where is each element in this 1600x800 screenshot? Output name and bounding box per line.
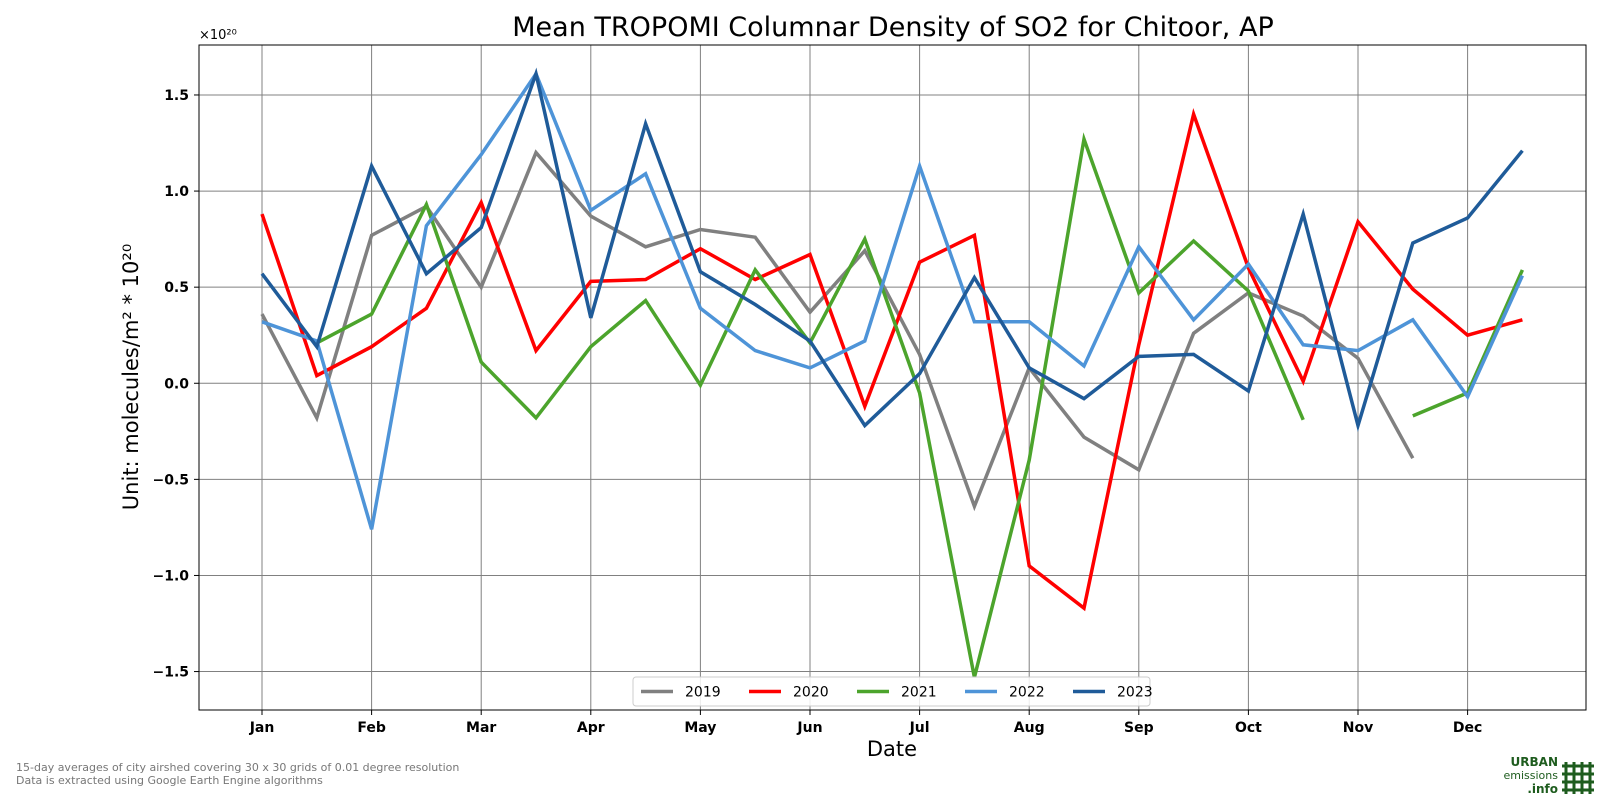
legend-box — [632, 676, 1151, 707]
series-lines — [260, 67, 1524, 678]
y-axis: −1.5 −1.0 −0.5 0.0 0.5 1.0 1.5 — [152, 88, 199, 681]
y-tick-label: 1.0 — [164, 184, 189, 200]
footnote-line-1: 15-day averages of city airshed covering… — [16, 761, 460, 774]
legend-label-2023: 2023 — [1117, 685, 1153, 701]
legend-label-2021: 2021 — [901, 685, 937, 701]
series-line-2022 — [261, 70, 1524, 530]
footnote-line-2: Data is extracted using Google Earth Eng… — [16, 774, 323, 787]
series-line-2023 — [260, 67, 1524, 432]
plot-area — [198, 44, 1587, 711]
chart-title: Mean TROPOMI Columnar Density of SO2 for… — [512, 12, 1273, 43]
x-tick-label: Mar — [466, 720, 496, 736]
legend-label-2022: 2022 — [1009, 685, 1045, 701]
y-tick-label: 1.5 — [164, 88, 189, 104]
y-exponent-label: ×10²⁰ — [199, 28, 237, 43]
x-tick-label: Apr — [577, 720, 605, 736]
legend-label-2020: 2020 — [793, 685, 829, 701]
legend: 2019 2020 2021 2022 2023 — [632, 676, 1153, 707]
plot-frame — [198, 44, 1587, 711]
x-tick-label: Jul — [909, 720, 930, 736]
x-tick-label: Aug — [1014, 720, 1045, 736]
x-tick-label: Sep — [1124, 720, 1154, 736]
x-tick-label: May — [684, 720, 716, 736]
legend-label-2019: 2019 — [685, 685, 721, 701]
grid-logo-icon — [1562, 762, 1594, 794]
series-line-2020 — [260, 108, 1523, 612]
grid-lines — [199, 45, 1586, 710]
logo-text-line-1: URBAN — [1510, 755, 1558, 769]
x-tick-label: Feb — [357, 720, 386, 736]
logo-text-line-3: .info — [1527, 782, 1558, 796]
x-tick-label: Jun — [796, 720, 822, 736]
plot-frame-background — [199, 45, 1586, 710]
y-tick-label: 0.5 — [164, 280, 189, 296]
x-tick-label: Oct — [1235, 720, 1262, 736]
y-tick-label: −0.5 — [152, 472, 189, 488]
x-axis: Jan Feb Mar Apr May Jun Jul Aug Sep Oct Nov Dec — [249, 710, 1482, 736]
y-axis-label: Unit: molecules/m² * 10²⁰ — [119, 244, 143, 510]
x-tick-label: Dec — [1453, 720, 1482, 736]
y-tick-label: 0.0 — [164, 376, 189, 392]
logo-text-line-2: emissions — [1503, 769, 1559, 782]
x-tick-label: Nov — [1343, 720, 1373, 736]
series-line-2019 — [260, 149, 1415, 512]
y-tick-label: −1.5 — [152, 665, 189, 681]
y-tick-label: −1.0 — [152, 568, 189, 584]
x-axis-label: Date — [867, 737, 917, 761]
x-tick-label: Jan — [249, 720, 275, 736]
